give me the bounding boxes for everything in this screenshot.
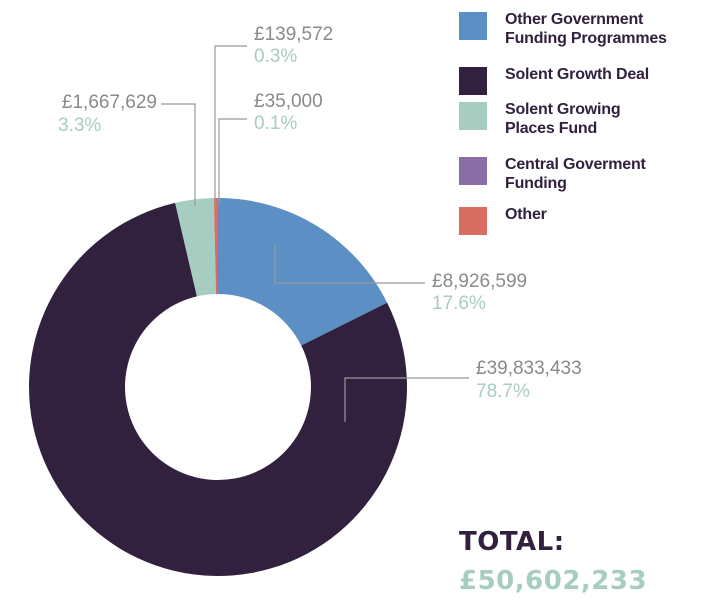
- legend-item: Other: [459, 205, 719, 235]
- legend-label: Other Government Funding Programmes: [505, 10, 667, 48]
- percent-label-solent-growing-places-fund: 3.3%: [58, 115, 101, 136]
- leader-line-other-government-funding-programmes: [274, 245, 425, 284]
- leader-line-solent-growing-places-fund: [161, 103, 196, 206]
- slice-solent-growth-deal: [29, 202, 408, 576]
- value-label-central-goverment-funding: £35,000: [254, 91, 323, 112]
- slice-other: [213, 198, 218, 295]
- percent-label-solent-growth-deal: 78.7%: [476, 381, 530, 402]
- legend-label-line: Other: [505, 206, 547, 223]
- legend-swatch: [459, 12, 487, 40]
- legend-swatch: [459, 67, 487, 95]
- legend-label-line: Places Fund: [505, 120, 598, 137]
- legend-item: Other Government Funding Programmes: [459, 10, 719, 48]
- total-value: £50,602,233: [459, 566, 648, 596]
- leader-line-solent-growth-deal: [344, 377, 469, 422]
- value-label-solent-growth-deal: £39,833,433: [476, 358, 582, 379]
- value-label-solent-growing-places-fund: £1,667,629: [62, 92, 157, 113]
- legend-label-line: Solent Growth Deal: [505, 66, 649, 83]
- percent-label-other: 0.3%: [254, 46, 297, 67]
- slice-central-goverment-funding: [217, 197, 219, 295]
- legend-swatch: [459, 102, 487, 130]
- legend-label: Central Goverment Funding: [505, 155, 646, 193]
- percent-label-other-government-funding-programmes: 17.6%: [432, 293, 486, 314]
- legend-item: Central Goverment Funding: [459, 155, 719, 193]
- legend-item: Solent Growing Places Fund: [459, 100, 719, 138]
- legend-label: Solent Growing Places Fund: [505, 100, 621, 138]
- legend-item: Solent Growth Deal: [459, 65, 719, 95]
- percent-label-central-goverment-funding: 0.1%: [254, 113, 297, 134]
- leader-line-other: [214, 45, 247, 206]
- legend-label: Solent Growth Deal: [505, 65, 649, 84]
- legend-label-line: Other Government: [505, 11, 644, 28]
- leader-line-central-goverment-funding: [218, 118, 247, 206]
- value-label-other-government-funding-programmes: £8,926,599: [432, 271, 527, 292]
- value-label-other: £139,572: [254, 24, 333, 45]
- legend-label: Other: [505, 205, 547, 224]
- legend-label-line: Funding Programmes: [505, 30, 667, 47]
- total-label: TOTAL:: [459, 527, 565, 557]
- legend-label-line: Central Goverment: [505, 156, 646, 173]
- legend-swatch: [459, 157, 487, 185]
- slice-other-government-funding-programmes: [218, 198, 388, 346]
- legend-label-line: Solent Growing: [505, 101, 621, 118]
- slice-solent-growing-places-fund: [175, 198, 216, 297]
- legend-swatch: [459, 207, 487, 235]
- legend-label-line: Funding: [505, 175, 567, 192]
